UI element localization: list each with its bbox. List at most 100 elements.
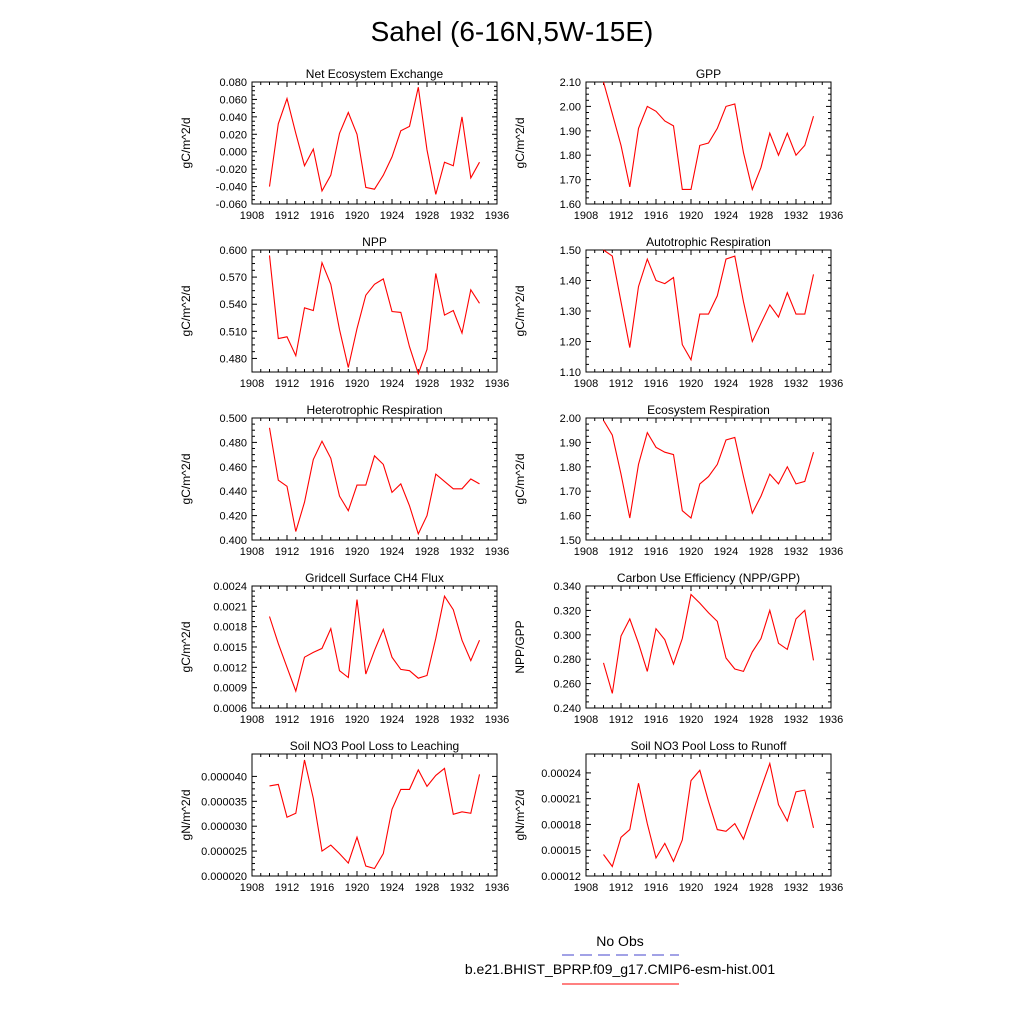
chart-panel-5: Heterotrophic Respiration gC/m^2/d 1908 191…: [179, 403, 509, 558]
x-tick-label: 1932: [450, 210, 474, 222]
y-tick-label: 2.10: [560, 77, 581, 89]
y-axis-label: gN/m^2/d: [179, 790, 193, 841]
y-tick-label: 1.70: [560, 175, 581, 187]
x-tick-label: 1908: [574, 546, 598, 558]
x-tick-label: 1932: [450, 714, 474, 726]
y-tick-label: 1.20: [560, 337, 581, 349]
chart-panel-4: Autotrophic Respiration gC/m^2/d 1908 1912 1…: [513, 235, 843, 390]
x-tick-label: 1924: [714, 210, 738, 222]
panel-title: Carbon Use Efficiency (NPP/GPP): [617, 571, 800, 585]
x-tick-label: 1928: [415, 210, 439, 222]
x-tick-label: 1928: [415, 546, 439, 558]
y-tick-label: 0.000035: [201, 796, 247, 808]
x-tick-label: 1936: [485, 714, 509, 726]
y-axis-label: gC/m^2/d: [179, 454, 193, 505]
x-tick-label: 1908: [574, 714, 598, 726]
x-tick-label: 1936: [819, 210, 843, 222]
y-tick-label: 0.000020: [201, 871, 247, 883]
y-tick-label: 0.0024: [213, 581, 247, 593]
series-line: [602, 593, 815, 694]
y-tick-label: 0.240: [553, 703, 581, 715]
x-tick-label: 1920: [679, 714, 703, 726]
legend: No Obs b.e21.BHIST_BPRP.f09_g17.CMIP6-es…: [465, 933, 775, 985]
y-tick-label: 0.480: [219, 353, 247, 365]
y-tick-label: 0.00015: [541, 845, 581, 857]
x-tick-label: 1912: [609, 714, 633, 726]
x-tick-label: 1936: [819, 882, 843, 894]
y-tick-label: 0.00024: [541, 768, 581, 780]
y-tick-label: 0.440: [219, 486, 247, 498]
y-tick-label: 0.020: [219, 129, 247, 141]
x-tick-label: 1912: [275, 378, 299, 390]
x-tick-label: 1920: [345, 210, 369, 222]
panel-title: Gridcell Surface CH4 Flux: [305, 571, 444, 585]
y-tick-label: 0.0015: [213, 642, 247, 654]
x-tick-label: 1908: [240, 714, 264, 726]
x-tick-label: 1908: [240, 882, 264, 894]
x-tick-label: 1928: [749, 882, 773, 894]
y-tick-label: 0.280: [553, 654, 581, 666]
y-tick-label: 0.260: [553, 679, 581, 691]
x-tick-label: 1932: [784, 882, 808, 894]
y-tick-label: 0.00021: [541, 794, 581, 806]
x-tick-label: 1916: [644, 882, 668, 894]
y-tick-label: 1.10: [560, 367, 581, 379]
chart-panel-7: Gridcell Surface CH4 Flux gC/m^2/d 1908 191…: [179, 571, 509, 726]
y-tick-label: 0.320: [553, 605, 581, 617]
y-tick-label: 0.00012: [541, 871, 581, 883]
series-line: [603, 420, 815, 519]
panel-title: Heterotrophic Respiration: [306, 403, 442, 417]
x-tick-label: 1924: [380, 546, 404, 558]
x-tick-label: 1936: [819, 714, 843, 726]
x-tick-label: 1916: [644, 210, 668, 222]
legend-obs-label: No Obs: [596, 933, 643, 949]
x-tick-label: 1912: [275, 210, 299, 222]
x-tick-label: 1924: [380, 210, 404, 222]
y-axis-label: gC/m^2/d: [179, 286, 193, 337]
y-axis-label: gN/m^2/d: [513, 790, 527, 841]
x-tick-label: 1928: [749, 378, 773, 390]
series-line: [268, 427, 480, 536]
x-tick-label: 1916: [310, 210, 334, 222]
x-tick-label: 1912: [275, 546, 299, 558]
y-tick-label: 1.50: [560, 535, 581, 547]
x-tick-label: 1924: [714, 546, 738, 558]
x-tick-label: 1912: [275, 714, 299, 726]
y-tick-label: 0.0006: [213, 703, 247, 715]
x-tick-label: 1924: [714, 882, 738, 894]
y-tick-label: 0.0018: [213, 622, 247, 634]
series-line: [602, 81, 815, 192]
x-tick-label: 1908: [240, 546, 264, 558]
x-tick-label: 1920: [679, 882, 703, 894]
series-line: [268, 255, 480, 376]
x-tick-label: 1908: [240, 378, 264, 390]
series-line: [268, 87, 480, 195]
chart-panel-8: Carbon Use Efficiency (NPP/GPP) NPP/GPP 19…: [513, 571, 843, 726]
y-tick-label: 2.00: [560, 101, 581, 113]
y-axis-label: gC/m^2/d: [179, 118, 193, 169]
x-tick-label: 1908: [240, 210, 264, 222]
x-tick-label: 1920: [345, 378, 369, 390]
y-tick-label: 0.500: [219, 413, 247, 425]
y-tick-label: 0.060: [219, 94, 247, 106]
series-line: [603, 249, 815, 362]
chart-panel-6: Ecosystem Respiration gC/m^2/d 1908 1912 191…: [513, 403, 843, 558]
y-tick-label: 0.460: [219, 462, 247, 474]
x-tick-label: 1924: [714, 378, 738, 390]
y-tick-label: 0.540: [219, 299, 247, 311]
panel-title: Soil NO3 Pool Loss to Leaching: [290, 739, 459, 753]
y-tick-label: 0.300: [553, 630, 581, 642]
x-tick-label: 1920: [345, 546, 369, 558]
y-tick-label: 1.80: [560, 150, 581, 162]
y-tick-label: 0.000025: [201, 846, 247, 858]
x-tick-label: 1932: [450, 546, 474, 558]
y-tick-label: 0.000040: [201, 771, 247, 783]
panel-title: NPP: [362, 235, 387, 249]
y-tick-label: -0.020: [216, 164, 247, 176]
series-line: [269, 759, 481, 870]
y-tick-label: 1.60: [560, 199, 581, 211]
x-tick-label: 1912: [609, 882, 633, 894]
x-tick-label: 1932: [784, 210, 808, 222]
